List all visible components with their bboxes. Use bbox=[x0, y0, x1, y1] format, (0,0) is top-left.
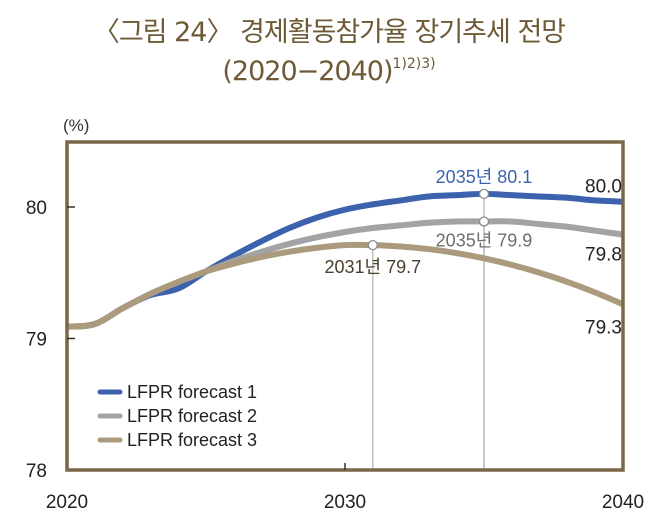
footnote-marks: 1)2)3) bbox=[392, 56, 436, 72]
chart-period: (2020−2040) bbox=[222, 56, 393, 87]
peak-annotation-label: 2031년 79.7 bbox=[324, 257, 421, 277]
chart-title: 〈그림 24〉 경제활동참가율 장기추세 전망 bbox=[92, 17, 566, 48]
end-value-label: 80.0 bbox=[585, 177, 622, 198]
chart-subtitle: (2020−2040)1)2)3) bbox=[0, 56, 658, 87]
y-tick-label: 78 bbox=[26, 461, 47, 482]
legend: LFPR forecast 1 LFPR forecast 2 LFPR forec… bbox=[97, 382, 257, 450]
y-tick-label: 80 bbox=[26, 198, 47, 219]
x-tick-label: 2030 bbox=[324, 492, 366, 513]
peak-marker bbox=[478, 188, 490, 200]
x-tick-label: 2040 bbox=[602, 492, 644, 513]
end-value-label: 79.3 bbox=[585, 317, 622, 338]
y-tick-label: 79 bbox=[26, 330, 47, 351]
y-axis-unit-label: (%) bbox=[63, 116, 89, 135]
peak-annotation-label: 2035년 80.1 bbox=[436, 167, 533, 187]
peak-marker bbox=[478, 216, 490, 227]
x-tick-label: 2020 bbox=[46, 492, 88, 513]
peak-annotation-label: 2035년 79.9 bbox=[436, 230, 533, 250]
peak-marker bbox=[367, 239, 378, 251]
end-value-label: 79.8 bbox=[585, 245, 622, 266]
legend-label-forecast-1: LFPR forecast 1 bbox=[127, 382, 257, 402]
series-line-forecast-3 bbox=[66, 241, 625, 330]
legend-label-forecast-3: LFPR forecast 3 bbox=[127, 430, 257, 450]
legend-label-forecast-2: LFPR forecast 2 bbox=[127, 406, 257, 426]
